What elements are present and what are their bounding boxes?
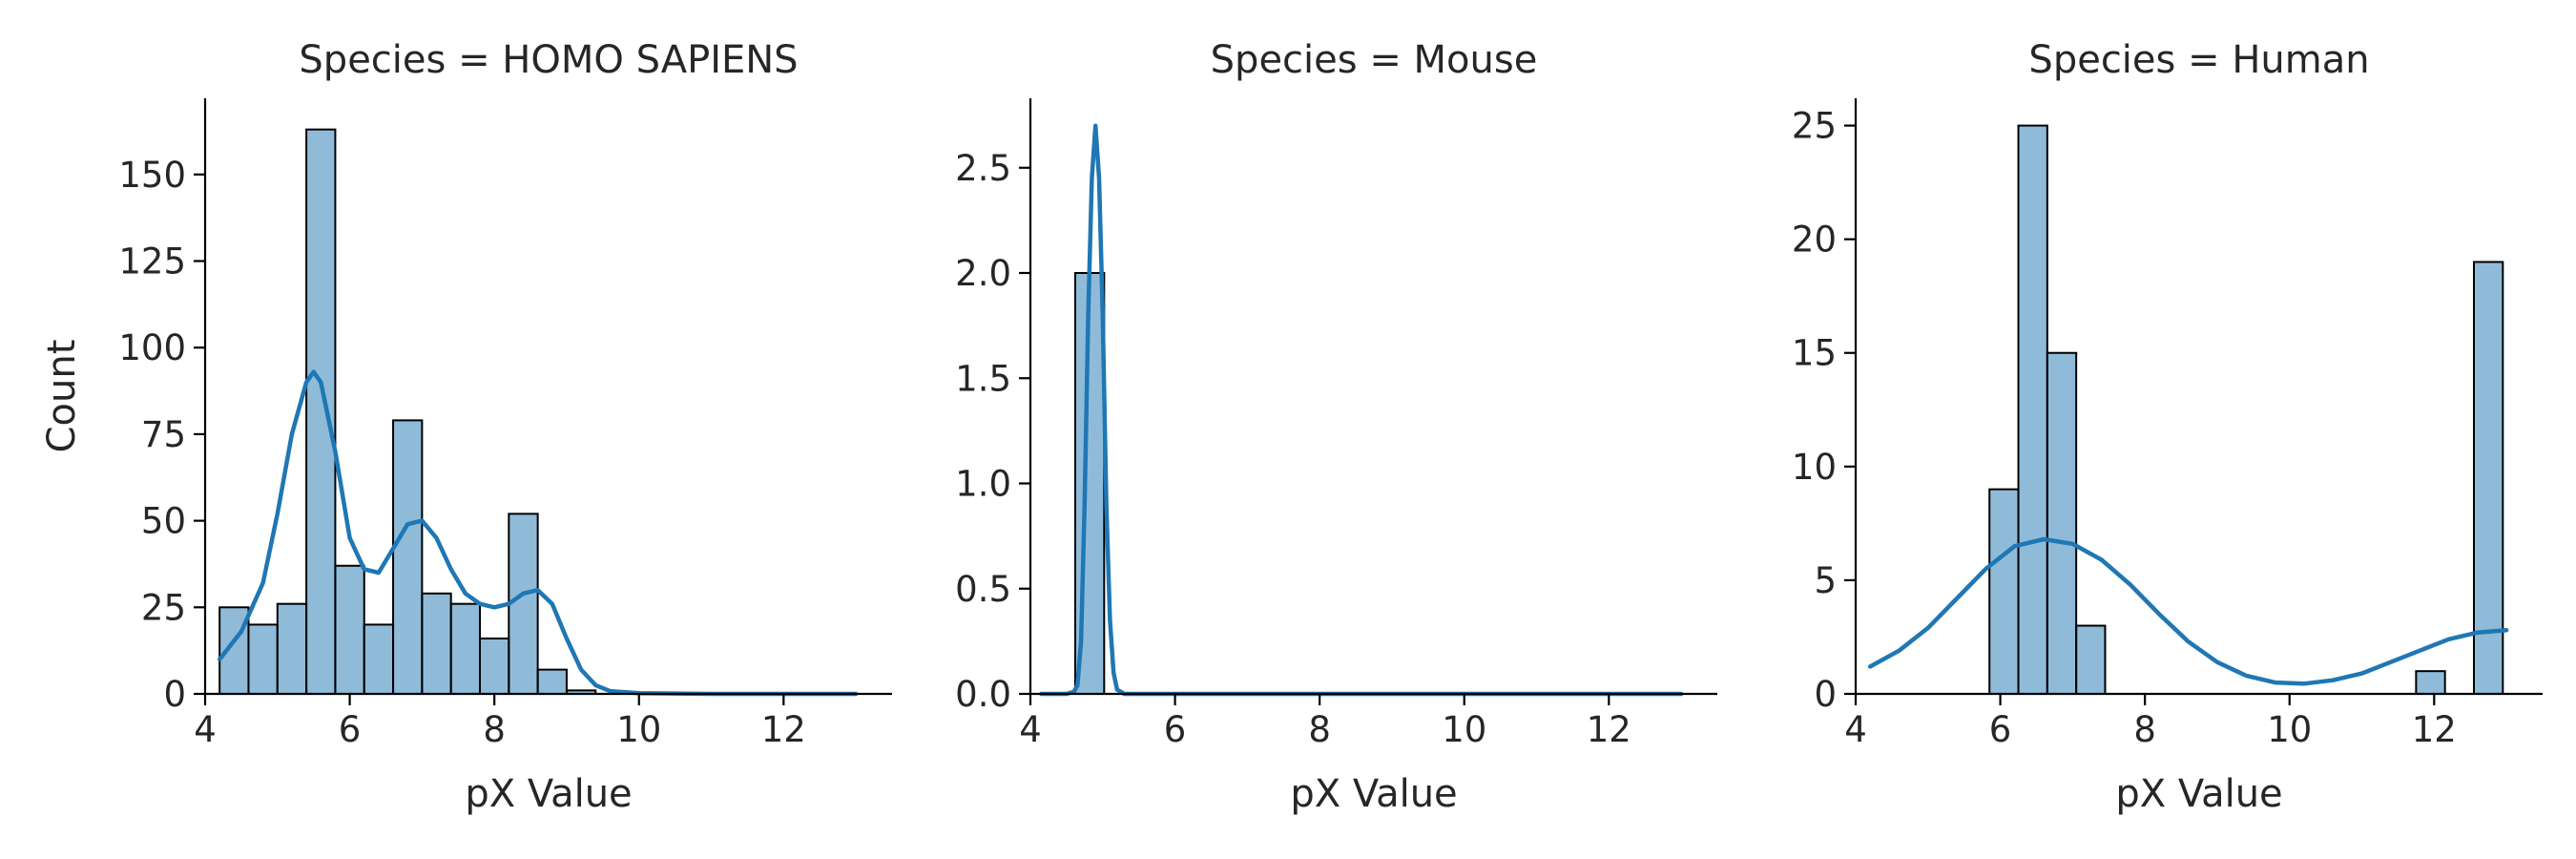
human-bar-3	[2075, 624, 2107, 695]
human-y-tick-label-2: 10	[1792, 447, 1837, 488]
mouse-x-tick-label-4: 12	[1587, 709, 1631, 750]
homo-sapiens-y-tick-label-2: 50	[141, 501, 186, 542]
human-x-axis-label: pX Value	[2115, 772, 2282, 816]
human-y-tick-label-4: 20	[1792, 220, 1837, 261]
homo-sapiens-y-tick-label-6: 150	[118, 155, 186, 196]
human-x-tick-label-2: 8	[2133, 709, 2156, 750]
human-kde-line	[1867, 536, 2509, 686]
homo-sapiens-x-tick-label-3: 10	[616, 709, 661, 750]
human-bar-4	[2415, 670, 2446, 696]
human-x-tick-label-4: 12	[2412, 709, 2457, 750]
mouse-x-tick-label-2: 8	[1308, 709, 1331, 750]
homo-sapiens-y-tick-label-4: 100	[118, 327, 186, 368]
homo-sapiens-bar-7	[421, 592, 452, 696]
homo-sapiens-bar-4	[334, 564, 365, 696]
human-y-tick-label-1: 5	[1814, 560, 1837, 601]
homo-sapiens-y-tick-label-3: 75	[141, 414, 186, 455]
human-y-tick-label-5: 25	[1792, 106, 1837, 147]
homo-sapiens-x-tick-label-1: 6	[339, 709, 362, 750]
homo-sapiens-bar-9	[479, 637, 510, 696]
mouse-y-tick-label-1: 0.5	[955, 569, 1011, 610]
homo-sapiens-y-axis-label: Count	[40, 340, 84, 453]
mouse-x-axis-label: pX Value	[1290, 772, 1457, 816]
mouse-panel-title: Species = Mouse	[1211, 38, 1538, 82]
homo-sapiens-bar-5	[363, 623, 395, 695]
human-y-tick-label-3: 15	[1792, 333, 1837, 374]
human-bar-2	[2046, 351, 2078, 695]
human-x-tick-label-1: 6	[1989, 709, 2012, 750]
homo-sapiens-y-tick-label-0: 0	[163, 674, 186, 715]
homo-sapiens-y-tick-label-5: 125	[118, 241, 186, 283]
homo-sapiens-bar-8	[449, 602, 481, 696]
human-x-tick-label-0: 4	[1844, 709, 1867, 750]
human-bar-5	[2473, 261, 2504, 695]
human-panel-title: Species = Human	[2028, 38, 2369, 82]
mouse-x-tick-label-3: 10	[1442, 709, 1486, 750]
homo-sapiens-kde-line	[217, 369, 859, 697]
mouse-x-tick-label-0: 4	[1019, 709, 1042, 750]
mouse-y-tick-label-4: 2.0	[955, 253, 1011, 294]
homo-sapiens-bar-11	[536, 668, 568, 696]
mouse-kde-line	[1039, 123, 1684, 697]
homo-sapiens-bar-10	[508, 513, 539, 695]
human-bar-0	[1988, 488, 2020, 696]
panel-mouse: 4 6 8 10 12 0.0 0.5 1.0 1.5 2.0 2.5 Species = Mouse…	[955, 38, 1717, 816]
homo-sapiens-x-tick-label-0: 4	[194, 709, 217, 750]
mouse-y-tick-label-5: 2.5	[955, 148, 1011, 189]
human-y-tick-label-0: 0	[1814, 674, 1837, 715]
human-bar-1	[2017, 124, 2048, 696]
homo-sapiens-x-axis-label: pX Value	[465, 772, 632, 816]
human-x-tick-label-3: 10	[2267, 709, 2312, 750]
mouse-y-tick-label-2: 1.0	[955, 464, 1011, 505]
homo-sapiens-bar-2	[276, 602, 308, 696]
homo-sapiens-x-tick-label-4: 12	[761, 709, 806, 750]
mouse-x-tick-label-1: 6	[1164, 709, 1187, 750]
mouse-y-tick-label-3: 1.5	[955, 358, 1011, 399]
panel-human: 4 6 8 10 12 0 5 10 15 20 25 Species = Human pX Value	[1792, 38, 2543, 816]
homo-sapiens-y-tick-label-1: 25	[141, 587, 186, 628]
homo-sapiens-panel-title: Species = HOMO SAPIENS	[299, 38, 798, 82]
panel-homo-sapiens: 4 6 8 10 12 0 25 50 75 100 125 150 Species = HOMO SA…	[40, 38, 892, 816]
homo-sapiens-bar-1	[247, 623, 279, 695]
homo-sapiens-bar-3	[305, 128, 337, 695]
homo-sapiens-x-tick-label-2: 8	[483, 709, 506, 750]
mouse-y-tick-label-0: 0.0	[955, 674, 1011, 715]
homo-sapiens-bar-6	[392, 419, 424, 695]
